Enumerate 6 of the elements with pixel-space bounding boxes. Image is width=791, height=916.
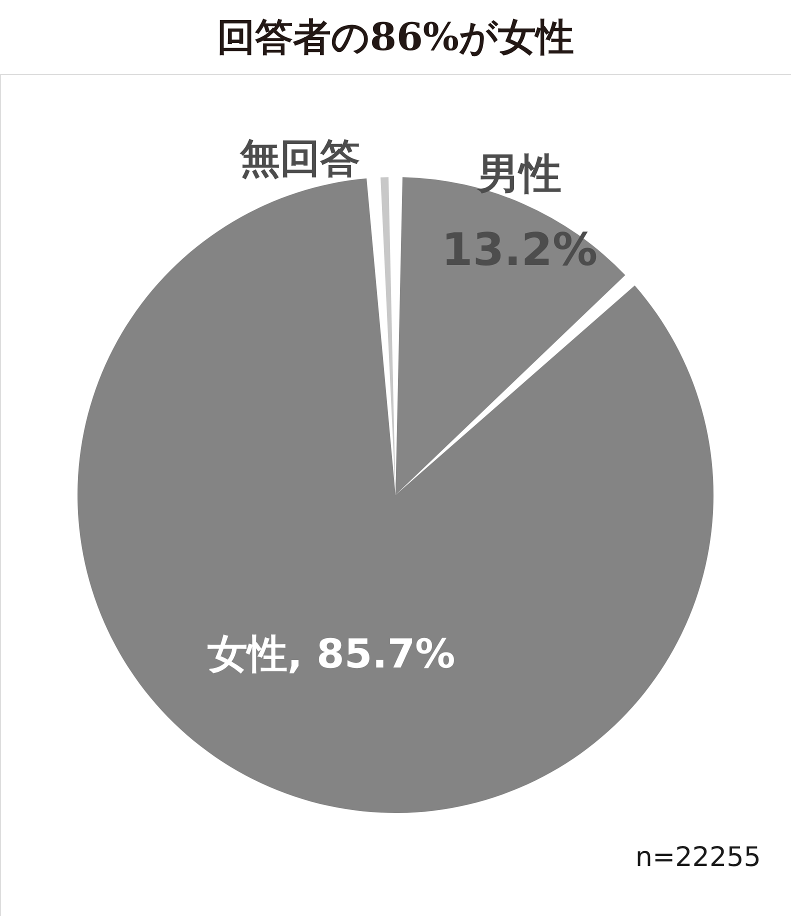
slice-label: 女性, 85.7% [207, 632, 456, 678]
data-label: 13.2% [442, 223, 598, 276]
slice-label: 男性 [476, 149, 562, 198]
text: n=22255 [635, 842, 761, 873]
chart-title: 回答者の86%が女性 [217, 14, 574, 59]
slice-label: 無回答 [238, 136, 360, 182]
